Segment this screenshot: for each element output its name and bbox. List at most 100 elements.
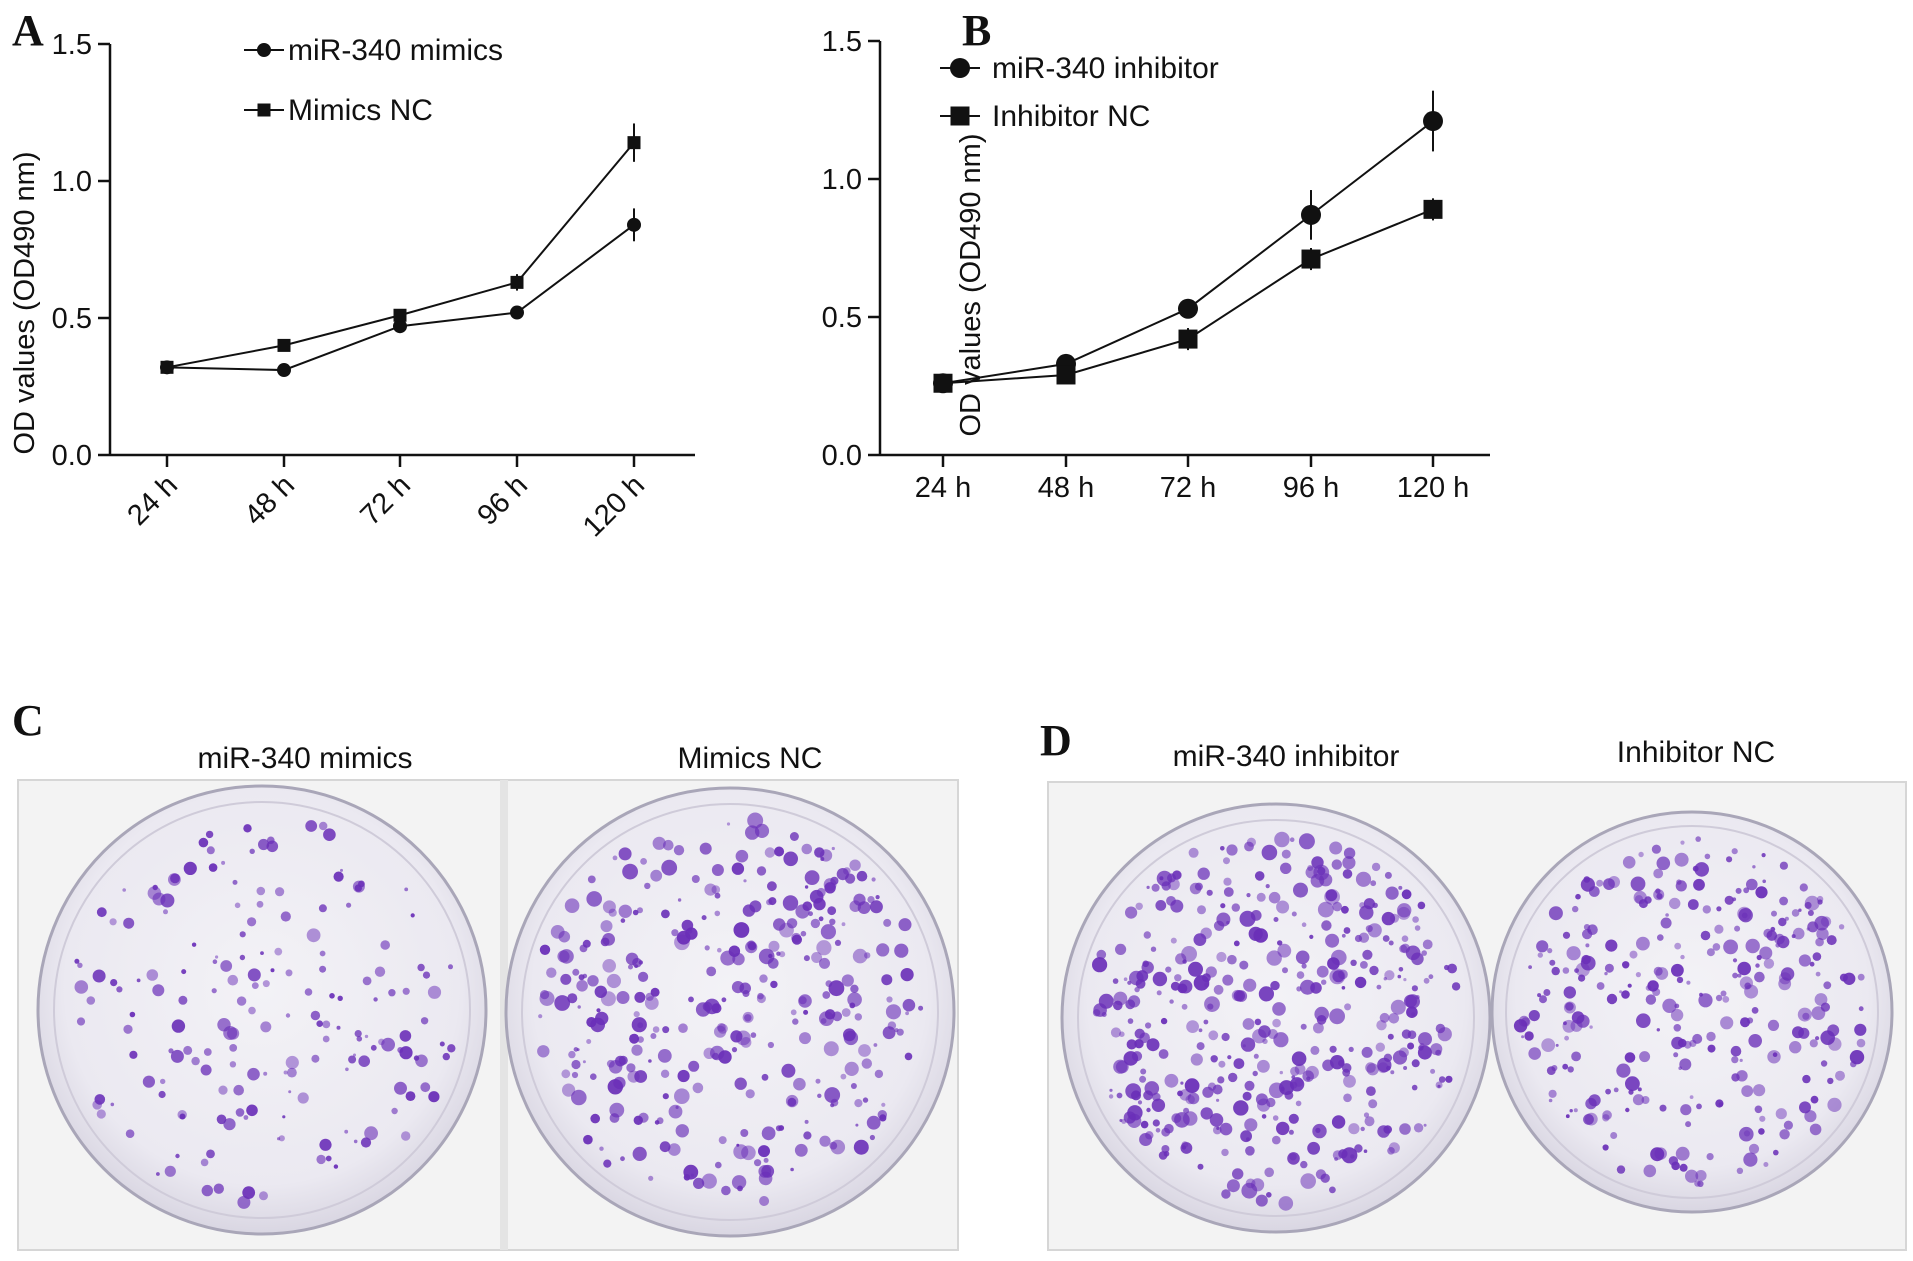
colony	[1384, 970, 1395, 981]
colony	[404, 887, 409, 892]
colony	[1722, 996, 1730, 1003]
colony	[247, 917, 257, 927]
colony	[742, 990, 750, 997]
colony	[1773, 1149, 1779, 1156]
colony	[660, 1069, 670, 1079]
colony	[627, 1070, 640, 1083]
colony	[803, 1131, 812, 1140]
colony	[260, 951, 264, 955]
colony	[1321, 979, 1327, 985]
colony	[1343, 1093, 1352, 1103]
colony	[163, 909, 168, 915]
colony	[310, 1010, 321, 1021]
colony	[1435, 1049, 1442, 1056]
colony	[249, 848, 255, 854]
colony	[561, 1069, 571, 1079]
colony	[852, 948, 868, 964]
colony	[781, 1063, 796, 1078]
colony	[1397, 906, 1411, 920]
data-point-a-1	[510, 275, 524, 289]
colony	[714, 892, 721, 899]
colony	[1145, 1022, 1152, 1029]
colony	[779, 951, 786, 958]
colony	[1213, 984, 1224, 995]
colony	[1278, 1196, 1294, 1211]
colony	[582, 939, 591, 948]
data-point-b-1	[1301, 249, 1321, 269]
colony	[239, 931, 246, 938]
colony	[1159, 876, 1164, 881]
colony	[1364, 1116, 1375, 1127]
colony	[1576, 1014, 1590, 1028]
colony	[1272, 1002, 1286, 1016]
colony	[802, 901, 813, 911]
colony	[761, 1164, 775, 1178]
colony	[602, 959, 616, 973]
colony	[415, 1054, 428, 1068]
colony	[688, 996, 694, 1003]
colony	[274, 947, 283, 956]
petri-dish-rim-inner	[53, 801, 471, 1219]
colony	[1654, 1147, 1667, 1160]
colony	[1702, 905, 1712, 914]
colony	[841, 1008, 851, 1017]
colony	[1700, 930, 1711, 941]
colony	[1383, 977, 1388, 981]
legend-marker-b	[950, 58, 970, 78]
colony	[1119, 1031, 1125, 1037]
colony	[1152, 1119, 1160, 1127]
colony	[740, 1129, 749, 1137]
x-tick-label-b: 96 h	[1283, 472, 1339, 504]
colony	[773, 918, 786, 931]
colony	[1693, 878, 1705, 891]
colony	[1188, 961, 1203, 977]
colony	[790, 1167, 794, 1172]
colony	[1772, 1052, 1778, 1057]
colony	[693, 1177, 705, 1189]
colony	[576, 1048, 580, 1052]
colony	[336, 1025, 341, 1030]
y-tick-label-a: 1.0	[52, 166, 92, 198]
colony	[1296, 971, 1305, 979]
colony	[1190, 1053, 1203, 1066]
colony	[1643, 1164, 1657, 1178]
colony	[1397, 974, 1402, 979]
colony	[874, 1069, 884, 1079]
colony	[1780, 967, 1795, 981]
colony	[1296, 986, 1302, 992]
colony	[869, 900, 883, 914]
colony	[1321, 920, 1332, 931]
colony	[849, 900, 862, 912]
colony	[1569, 1109, 1573, 1113]
colony	[243, 1115, 249, 1120]
colony	[1809, 1123, 1822, 1136]
colony	[554, 995, 571, 1011]
colony	[305, 820, 318, 832]
colony	[882, 1026, 896, 1040]
colony	[637, 907, 643, 914]
colony	[550, 925, 565, 939]
colony	[1637, 1087, 1642, 1092]
colony	[1602, 1114, 1610, 1122]
colony	[1127, 1105, 1143, 1121]
colony	[1300, 1173, 1316, 1189]
data-point-b-1	[1178, 329, 1198, 349]
colony	[218, 1085, 228, 1095]
colony	[256, 900, 264, 908]
colony	[559, 949, 574, 964]
colony	[1706, 1031, 1716, 1042]
colony	[1355, 871, 1372, 887]
data-point-a-0	[627, 217, 641, 232]
colony	[1256, 892, 1266, 902]
colony	[439, 1041, 445, 1047]
colony	[1354, 976, 1367, 989]
colony	[770, 980, 778, 989]
y-axis-label-a: OD values (OD490 nm)	[9, 152, 41, 455]
colony	[319, 821, 328, 831]
colony	[1146, 1038, 1160, 1052]
colony	[1252, 1070, 1258, 1077]
colony	[902, 998, 916, 1012]
colony	[1715, 994, 1723, 1002]
colony	[1204, 982, 1210, 988]
colony	[1798, 908, 1802, 912]
